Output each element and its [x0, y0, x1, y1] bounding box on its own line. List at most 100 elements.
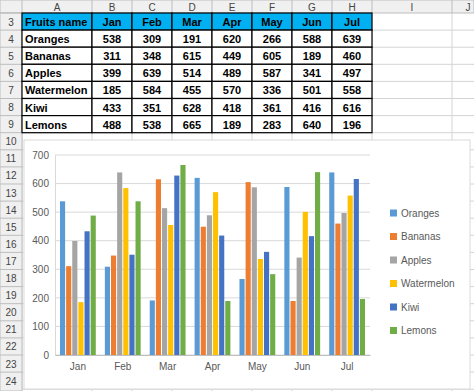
bar	[309, 236, 314, 355]
table-cell	[22, 81, 92, 98]
row-header-divider	[0, 269, 22, 270]
x-tick: Jun	[294, 355, 310, 372]
legend-label: Apples	[401, 255, 432, 266]
table-text: 501	[303, 84, 321, 96]
row-header: 8	[8, 102, 14, 113]
grid	[55, 155, 370, 355]
row-header: 3	[8, 17, 14, 28]
table-text: 351	[143, 102, 161, 114]
bar	[60, 201, 65, 355]
table-text: 399	[103, 67, 121, 79]
y-tick-label: 700	[32, 150, 49, 161]
y-tick-label: 500	[32, 207, 49, 218]
x-tick: Apr	[205, 355, 221, 372]
series-bars	[60, 172, 334, 355]
row-header-band	[0, 13, 22, 391]
row-header: 20	[5, 307, 17, 318]
bar	[252, 187, 257, 355]
table-cell	[212, 81, 252, 98]
table-text: 189	[303, 50, 321, 62]
row-header-divider	[0, 184, 22, 185]
table-cell	[132, 47, 172, 64]
legend-swatch	[390, 233, 397, 240]
table-cell	[212, 64, 252, 81]
table-text: Apr	[223, 16, 243, 28]
row-header-divider	[0, 166, 22, 167]
y-tick-label: 100	[32, 321, 49, 332]
table-text: 514	[183, 67, 202, 79]
table-text: 616	[343, 102, 361, 114]
table-cell	[332, 13, 372, 30]
y-tick: 400	[32, 235, 55, 246]
row-header: 21	[5, 324, 17, 335]
column-header-divider	[212, 0, 213, 13]
chart-area	[24, 140, 470, 389]
legend: OrangesBananasApplesWatermelonKiwiLemons	[390, 208, 455, 337]
table-text: 570	[223, 84, 241, 96]
bar	[117, 172, 122, 355]
row-header: 7	[8, 85, 14, 96]
bar	[195, 178, 200, 355]
table-cell	[212, 116, 252, 133]
table-cell	[172, 81, 212, 98]
table-cell	[292, 81, 332, 98]
y-tick-label: 400	[32, 235, 49, 246]
x-axis-line	[56, 355, 371, 356]
row-header: 15	[5, 222, 17, 233]
column-header: J	[466, 2, 471, 13]
column-header: E	[229, 2, 236, 13]
legend-swatch	[390, 210, 397, 217]
y-tick-label: 300	[32, 264, 49, 275]
bar	[201, 227, 206, 355]
table-text: 620	[223, 33, 241, 45]
row-header-divider	[0, 218, 22, 219]
y-tick-label: 200	[32, 293, 49, 304]
bar	[329, 172, 334, 355]
table-cell	[252, 47, 292, 64]
row-header: 12	[5, 170, 17, 181]
row-header-divider	[0, 64, 22, 65]
table-text: 189	[223, 119, 241, 131]
grid-line	[55, 240, 370, 241]
x-tick: Jul	[341, 355, 354, 372]
row-header-divider	[0, 13, 22, 14]
table-text: 449	[223, 50, 241, 62]
bar	[290, 301, 295, 355]
row-header-divider	[0, 98, 22, 99]
bar	[207, 215, 212, 355]
table-text: 628	[183, 102, 201, 114]
grid-line	[55, 326, 370, 327]
table-cell	[92, 13, 132, 30]
table-cell	[332, 30, 372, 47]
table-text: Feb	[142, 16, 162, 28]
bar	[264, 252, 269, 355]
bar	[270, 274, 275, 355]
table-cell	[132, 99, 172, 116]
grid-line	[55, 183, 370, 184]
row-header: 14	[5, 205, 17, 216]
x-tick: Mar	[159, 355, 177, 372]
table-text: 185	[103, 84, 121, 96]
x-tick-label: May	[248, 361, 267, 372]
column-header: G	[308, 2, 316, 13]
row-header: 24	[5, 376, 17, 387]
y-tick: 500	[32, 207, 55, 218]
table-text: 418	[223, 102, 241, 114]
bar	[156, 179, 161, 355]
column-header: I	[411, 2, 414, 13]
table-cell	[22, 47, 92, 64]
table-text: Jun	[302, 16, 322, 28]
table-text: 639	[143, 67, 161, 79]
series-bars	[66, 179, 340, 355]
column-header-divider	[372, 0, 373, 13]
bar	[105, 267, 110, 355]
bar	[180, 165, 185, 355]
grid-line	[55, 297, 370, 298]
table-cell	[212, 99, 252, 116]
row-headers: 3456789101112131415161718192021222324	[0, 13, 22, 391]
bar	[354, 179, 359, 355]
bar	[150, 300, 155, 355]
column-header-divider	[172, 0, 173, 13]
row-header-divider	[0, 286, 22, 287]
row-header: 18	[5, 273, 17, 284]
